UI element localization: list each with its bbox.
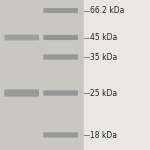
FancyBboxPatch shape (4, 90, 39, 96)
Bar (84, 0, 150, 150)
FancyBboxPatch shape (44, 8, 78, 12)
FancyBboxPatch shape (4, 35, 39, 40)
FancyBboxPatch shape (44, 8, 78, 13)
FancyBboxPatch shape (44, 35, 78, 40)
Bar (0, 0, 84, 150)
FancyBboxPatch shape (44, 133, 78, 137)
FancyBboxPatch shape (44, 8, 78, 13)
FancyBboxPatch shape (4, 35, 39, 40)
FancyBboxPatch shape (4, 35, 39, 40)
FancyBboxPatch shape (44, 8, 78, 13)
FancyBboxPatch shape (44, 90, 78, 96)
FancyBboxPatch shape (44, 91, 78, 95)
FancyBboxPatch shape (44, 55, 78, 59)
FancyBboxPatch shape (44, 54, 78, 60)
FancyBboxPatch shape (44, 55, 78, 59)
FancyBboxPatch shape (44, 91, 78, 95)
FancyBboxPatch shape (44, 8, 78, 13)
FancyBboxPatch shape (4, 90, 39, 96)
FancyBboxPatch shape (44, 55, 78, 59)
FancyBboxPatch shape (4, 35, 39, 40)
FancyBboxPatch shape (44, 35, 78, 40)
FancyBboxPatch shape (44, 35, 78, 40)
FancyBboxPatch shape (44, 133, 78, 137)
FancyBboxPatch shape (4, 89, 39, 97)
FancyBboxPatch shape (44, 91, 78, 95)
FancyBboxPatch shape (44, 35, 78, 40)
FancyBboxPatch shape (44, 132, 78, 138)
FancyBboxPatch shape (44, 55, 78, 59)
FancyBboxPatch shape (44, 54, 78, 60)
Text: 25 kDa: 25 kDa (90, 88, 117, 98)
FancyBboxPatch shape (4, 35, 39, 40)
FancyBboxPatch shape (44, 35, 78, 40)
FancyBboxPatch shape (44, 91, 78, 95)
FancyBboxPatch shape (44, 35, 78, 40)
FancyBboxPatch shape (44, 133, 78, 137)
FancyBboxPatch shape (44, 133, 78, 137)
FancyBboxPatch shape (4, 90, 39, 96)
FancyBboxPatch shape (4, 34, 39, 40)
FancyBboxPatch shape (4, 90, 39, 96)
FancyBboxPatch shape (44, 91, 78, 96)
Text: 18 kDa: 18 kDa (90, 130, 117, 140)
FancyBboxPatch shape (44, 35, 78, 40)
FancyBboxPatch shape (4, 35, 39, 40)
FancyBboxPatch shape (4, 90, 39, 96)
FancyBboxPatch shape (4, 90, 39, 96)
FancyBboxPatch shape (44, 8, 78, 13)
FancyBboxPatch shape (4, 35, 39, 40)
FancyBboxPatch shape (44, 133, 78, 137)
Text: 45 kDa: 45 kDa (90, 33, 117, 42)
FancyBboxPatch shape (44, 91, 78, 95)
FancyBboxPatch shape (44, 55, 78, 59)
FancyBboxPatch shape (44, 8, 78, 13)
FancyBboxPatch shape (44, 90, 78, 96)
FancyBboxPatch shape (44, 8, 78, 13)
Text: 66.2 kDa: 66.2 kDa (90, 6, 124, 15)
FancyBboxPatch shape (44, 8, 78, 13)
Text: 35 kDa: 35 kDa (90, 52, 117, 62)
FancyBboxPatch shape (44, 35, 78, 39)
FancyBboxPatch shape (44, 133, 78, 137)
FancyBboxPatch shape (44, 35, 78, 40)
FancyBboxPatch shape (4, 89, 39, 97)
FancyBboxPatch shape (44, 91, 78, 95)
FancyBboxPatch shape (4, 90, 39, 96)
FancyBboxPatch shape (44, 132, 78, 138)
FancyBboxPatch shape (44, 133, 78, 137)
FancyBboxPatch shape (44, 55, 78, 59)
FancyBboxPatch shape (44, 54, 78, 59)
